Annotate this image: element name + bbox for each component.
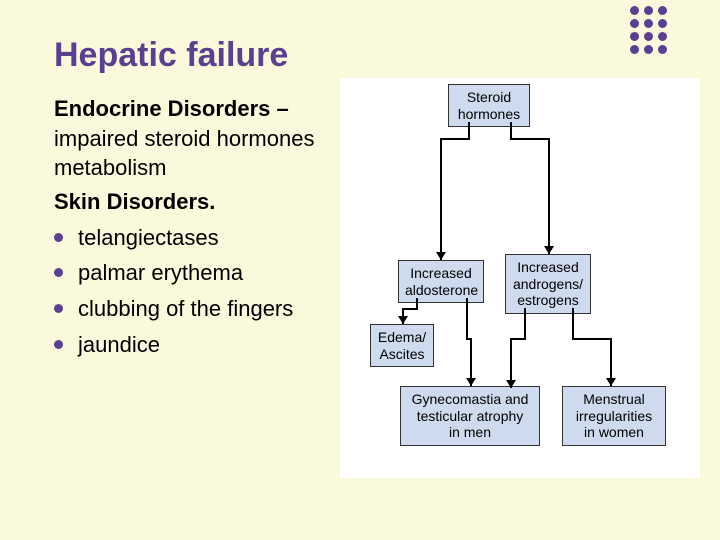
bullet-list: telangiectases palmar erythema clubbing … (54, 223, 324, 360)
flowchart-edge-segment (510, 122, 512, 138)
flowchart-edge-segment (548, 138, 550, 254)
flowchart-edge-segment (416, 298, 418, 308)
page-title: Hepatic failure (54, 36, 288, 75)
flowchart-edge-segment (466, 298, 468, 338)
flowchart-edge-segment (440, 138, 442, 260)
flowchart-edge-segment (524, 308, 526, 338)
flowchart-node-andro: Increasedandrogens/estrogens (505, 254, 591, 314)
list-item: clubbing of the fingers (54, 294, 324, 324)
body-text: Endocrine Disorders – impaired steroid ho… (54, 94, 324, 360)
endocrine-body: impaired steroid hormones metabolism (54, 126, 314, 181)
flowchart-edge-segment (510, 138, 550, 140)
list-item: palmar erythema (54, 258, 324, 288)
list-item: telangiectases (54, 223, 324, 253)
flowchart-node-menstrual: Menstrualirregularitiesin women (562, 386, 666, 446)
flowchart-edge-segment (402, 308, 418, 310)
endocrine-heading: Endocrine Disorders – (54, 96, 289, 121)
arrowhead-icon (436, 252, 446, 260)
arrowhead-icon (606, 378, 616, 386)
arrowhead-icon (466, 378, 476, 386)
flowchart-edge-segment (572, 308, 574, 338)
flowchart-node-aldo: Increasedaldosterone (398, 260, 484, 303)
arrowhead-icon (544, 246, 554, 254)
flowchart-node-edema: Edema/Ascites (370, 324, 434, 367)
flowchart-edge-segment (572, 338, 612, 340)
flowchart-node-steroid: Steroidhormones (448, 84, 530, 127)
flowchart-edge-segment (440, 138, 470, 140)
corner-dots (630, 6, 668, 54)
flowchart-node-gyneco: Gynecomastia andtesticular atrophyin men (400, 386, 540, 446)
flowchart: Steroidhormones Increasedaldosterone Incre… (340, 78, 700, 478)
arrowhead-icon (506, 380, 516, 388)
arrowhead-icon (398, 316, 408, 324)
flowchart-edge-segment (510, 338, 526, 340)
skin-heading: Skin Disorders. (54, 187, 324, 217)
flowchart-edge-segment (468, 122, 470, 138)
list-item: jaundice (54, 330, 324, 360)
